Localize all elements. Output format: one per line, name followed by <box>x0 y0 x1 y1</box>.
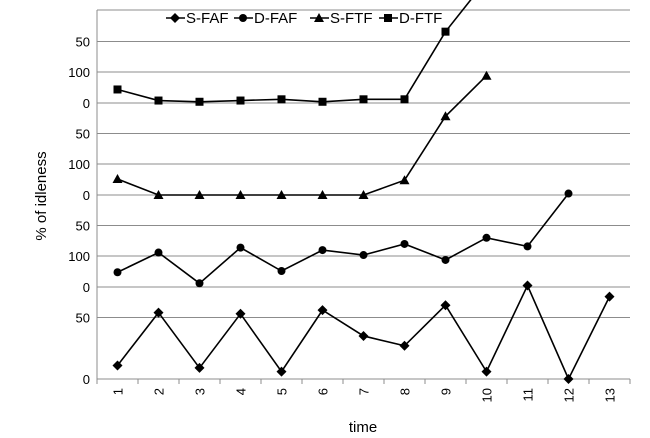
data-point <box>481 366 492 377</box>
legend-label: S-FAF <box>186 10 229 27</box>
series-line <box>117 193 570 285</box>
data-point <box>441 27 450 36</box>
data-point <box>235 190 246 199</box>
x-tick-label: 6 <box>316 388 331 395</box>
data-point <box>194 190 205 199</box>
y-tick-label: 50 <box>76 311 90 326</box>
y-tick-label: 0 <box>83 372 90 387</box>
x-axis-title: time <box>349 419 377 436</box>
data-point <box>236 243 245 252</box>
data-point <box>317 190 328 199</box>
legend-item: S-FTF <box>310 10 373 27</box>
data-point <box>318 246 327 255</box>
data-point <box>277 95 286 104</box>
data-point <box>154 248 163 257</box>
data-point <box>399 340 410 351</box>
x-tick-label: 2 <box>152 388 167 395</box>
data-point <box>359 251 368 260</box>
y-tick-label: 100 <box>68 249 90 264</box>
legend-label: D-FAF <box>254 10 297 27</box>
data-point <box>440 300 451 311</box>
data-point <box>604 291 615 302</box>
x-tick-label: 4 <box>234 388 249 395</box>
data-point <box>318 97 327 106</box>
x-tick-label: 13 <box>603 388 618 402</box>
data-point <box>113 85 122 94</box>
data-point <box>523 242 532 251</box>
data-point <box>277 267 286 276</box>
data-point <box>399 175 410 185</box>
data-point <box>153 307 164 318</box>
y-tick-label: 100 <box>68 65 90 80</box>
series-s-faf <box>112 280 615 384</box>
axes <box>96 10 631 384</box>
data-point <box>359 95 368 104</box>
data-point <box>440 111 451 121</box>
x-tick-label: 12 <box>562 388 577 402</box>
data-point <box>112 360 123 371</box>
data-point <box>194 362 205 373</box>
y-tick-label: 50 <box>76 35 90 50</box>
x-tick-label: 3 <box>193 388 208 395</box>
legend-marker <box>384 14 392 22</box>
legend-item: D-FTF <box>379 10 442 27</box>
data-point <box>153 190 164 199</box>
data-point <box>112 174 123 184</box>
y-tick-label: 0 <box>83 280 90 295</box>
x-tick-labels: 1 2 3 4 5 6 7 8 9 10 11 12 13 <box>111 388 618 402</box>
legend-marker <box>314 13 324 22</box>
x-tick-label: 11 <box>521 388 536 402</box>
y-axis-title: % of idleness <box>33 151 50 240</box>
legend-item: S-FAF <box>166 10 229 27</box>
data-point <box>276 366 287 377</box>
x-tick-label: 1 <box>111 388 126 395</box>
x-tick-label: 5 <box>275 388 290 395</box>
data-point <box>400 95 409 104</box>
data-point <box>481 70 492 80</box>
data-point <box>154 96 163 105</box>
data-point <box>564 189 573 198</box>
series-line <box>117 75 488 196</box>
data-point <box>358 190 369 199</box>
x-tick-label: 9 <box>439 388 454 395</box>
x-tick-label: 10 <box>480 388 495 402</box>
data-point <box>235 308 246 319</box>
legend-label: D-FTF <box>399 10 442 27</box>
y-tick-label: 0 <box>83 188 90 203</box>
x-tick-label: 7 <box>357 388 372 395</box>
data-point <box>113 268 122 277</box>
data-point <box>358 330 369 341</box>
y-tick-label: 0 <box>83 96 90 111</box>
plot-area <box>112 0 615 384</box>
data-point <box>441 255 450 264</box>
y-tick-label: 50 <box>76 219 90 234</box>
legend-marker <box>170 13 180 23</box>
data-point <box>482 233 491 242</box>
data-point <box>317 305 328 316</box>
data-point <box>522 280 533 291</box>
data-point <box>195 279 204 288</box>
legend-label: S-FTF <box>330 10 373 27</box>
y-tick-label: 100 <box>68 157 90 172</box>
series-s-ftf <box>112 70 492 199</box>
y-tick-labels: 050100050100050100050100 <box>68 35 90 388</box>
data-point <box>236 96 245 105</box>
data-point <box>563 374 574 384</box>
series-d-ftf <box>113 0 472 106</box>
series-line <box>117 0 472 103</box>
gridlines <box>97 9 630 380</box>
x-tick-label: 8 <box>398 388 413 395</box>
data-point <box>195 97 204 106</box>
series-d-faf <box>113 189 573 288</box>
legend-item: D-FAF <box>234 10 297 27</box>
legend-marker <box>239 14 247 22</box>
data-point <box>400 239 409 248</box>
data-point <box>276 190 287 199</box>
legend: S-FAF D-FAF S-FTF D-FTF <box>166 10 442 27</box>
y-tick-label: 50 <box>76 127 90 142</box>
